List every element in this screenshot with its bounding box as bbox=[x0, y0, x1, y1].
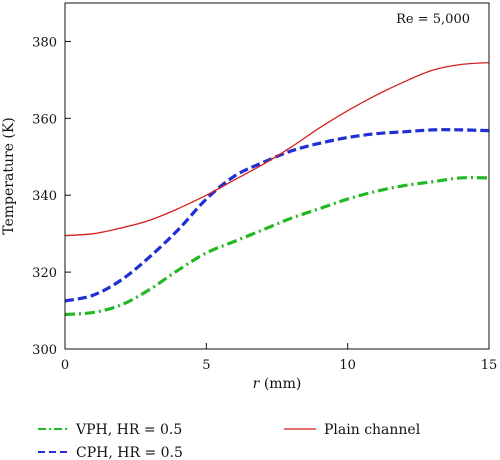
x-axis-variable: r bbox=[253, 376, 261, 392]
x-tick-label: 5 bbox=[202, 358, 210, 373]
legend-label-vph: VPH, HR = 0.5 bbox=[75, 422, 182, 438]
x-tick-label: 15 bbox=[481, 358, 498, 373]
x-axis-title: r (mm) bbox=[253, 376, 302, 392]
series-line-vph bbox=[64, 176, 490, 316]
series-line-plain bbox=[64, 61, 490, 237]
annotation-label: Re = 5,000 bbox=[396, 12, 470, 27]
x-tick-label: 0 bbox=[61, 358, 69, 373]
legend-label-plain: Plain channel bbox=[324, 422, 421, 438]
legend: VPH, HR = 0.5 CPH, HR = 0.5 Plain channe… bbox=[38, 422, 421, 460]
plot-frame bbox=[64, 2, 490, 350]
legend-label-cph: CPH, HR = 0.5 bbox=[76, 445, 183, 460]
y-tick-label: 360 bbox=[32, 112, 57, 127]
y-tick-label: 340 bbox=[32, 189, 57, 204]
y-axis-title: Temperature (K) bbox=[1, 117, 17, 235]
y-tick-label: 320 bbox=[32, 266, 57, 281]
axis-ticks: 0 5 10 15 300 320 340 360 380 bbox=[32, 35, 497, 373]
x-tick-label: 10 bbox=[339, 358, 356, 373]
y-tick-label: 300 bbox=[32, 343, 57, 358]
y-tick-label: 380 bbox=[32, 35, 57, 50]
plot-area bbox=[64, 61, 490, 316]
x-axis-unit: (mm) bbox=[259, 376, 301, 392]
